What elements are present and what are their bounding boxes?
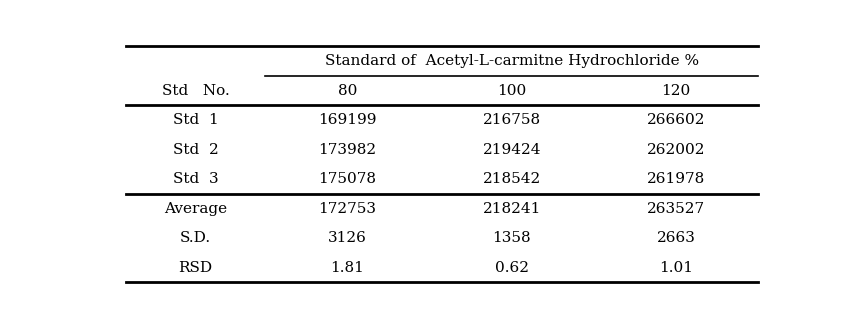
Text: 219424: 219424: [483, 142, 541, 157]
Text: 266602: 266602: [647, 113, 706, 127]
Text: 0.62: 0.62: [495, 261, 529, 275]
Text: Std  2: Std 2: [173, 142, 218, 157]
Text: 216758: 216758: [483, 113, 541, 127]
Text: 120: 120: [661, 84, 691, 98]
Text: 218241: 218241: [483, 202, 541, 216]
Text: 172753: 172753: [319, 202, 377, 216]
Text: 3126: 3126: [328, 231, 367, 245]
Text: Standard of  Acetyl-L-carmitne Hydrochloride %: Standard of Acetyl-L-carmitne Hydrochlor…: [325, 54, 699, 68]
Text: 100: 100: [497, 84, 526, 98]
Text: 1358: 1358: [492, 231, 531, 245]
Text: 263527: 263527: [647, 202, 706, 216]
Text: 262002: 262002: [647, 142, 706, 157]
Text: 2663: 2663: [657, 231, 695, 245]
Text: S.D.: S.D.: [180, 231, 211, 245]
Text: 175078: 175078: [319, 172, 377, 186]
Text: 173982: 173982: [318, 142, 377, 157]
Text: Average: Average: [164, 202, 227, 216]
Text: Std  3: Std 3: [173, 172, 218, 186]
Text: 169199: 169199: [318, 113, 377, 127]
Text: RSD: RSD: [178, 261, 212, 275]
Text: 1.01: 1.01: [660, 261, 694, 275]
Text: Std   No.: Std No.: [162, 84, 230, 98]
Text: Std  1: Std 1: [173, 113, 218, 127]
Text: 218542: 218542: [483, 172, 541, 186]
Text: 1.81: 1.81: [331, 261, 365, 275]
Text: 261978: 261978: [647, 172, 706, 186]
Text: 80: 80: [337, 84, 357, 98]
